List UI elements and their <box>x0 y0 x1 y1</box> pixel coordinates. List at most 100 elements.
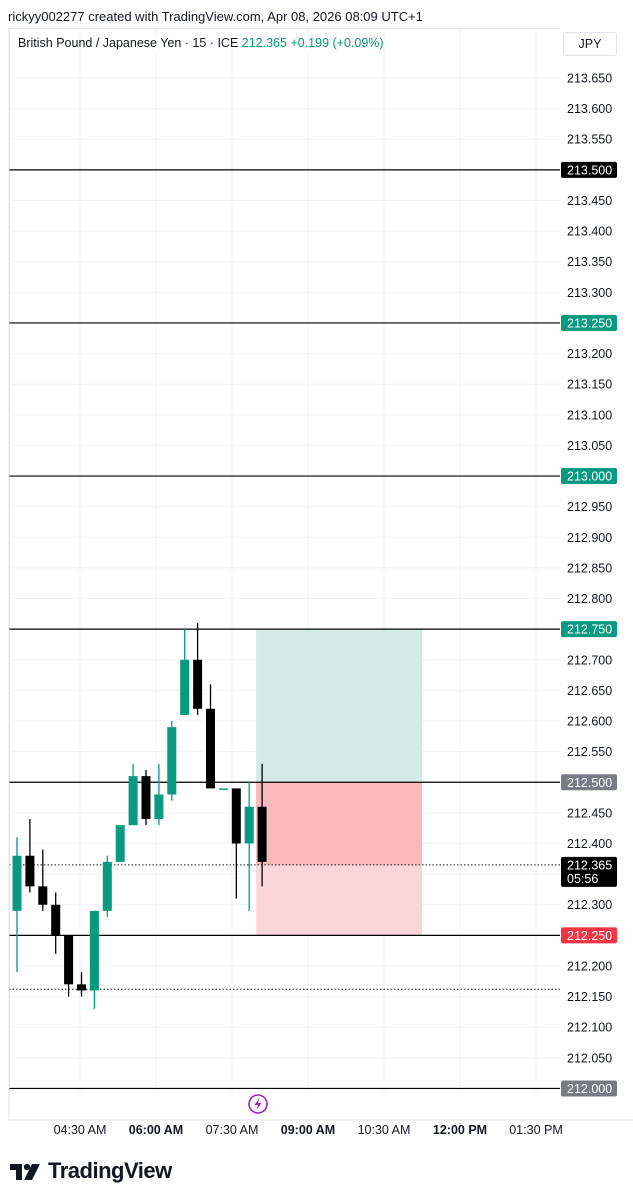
lightning-icon-bolt <box>254 1098 262 1110</box>
candle-body <box>231 788 241 844</box>
candle <box>141 770 151 826</box>
price-level-text: 213.000 <box>567 470 612 484</box>
price-tick-label: 212.700 <box>567 653 612 667</box>
price-tick-label: 212.900 <box>567 531 612 545</box>
tradingview-logo-icon <box>10 1163 40 1180</box>
candle-body <box>244 806 254 844</box>
price-level-label: 212.750 <box>561 621 617 638</box>
candle-body <box>193 659 203 709</box>
price-tick-label: 213.400 <box>567 225 612 239</box>
time-axis-area <box>9 1093 560 1120</box>
position-loss-zone-active <box>256 782 423 865</box>
time-tick-label: 04:30 AM <box>54 1123 107 1137</box>
candle-body <box>206 708 215 789</box>
price-level-badge <box>561 1080 617 1097</box>
price-level-label: 212.250 <box>561 927 617 944</box>
price-tick-label: 213.600 <box>567 102 612 116</box>
candle-body <box>128 776 138 826</box>
price-level-badge <box>561 314 617 331</box>
price-level-text: 213.250 <box>567 316 612 330</box>
price-tick-label: 213.150 <box>567 378 612 392</box>
candle-body <box>12 855 22 911</box>
candle-body <box>154 794 164 820</box>
candle <box>25 819 35 893</box>
lightning-icon[interactable] <box>248 1094 268 1114</box>
candles <box>12 623 267 1009</box>
price-tick-label: 212.400 <box>567 837 612 851</box>
price-tick-label: 212.650 <box>567 684 612 698</box>
candle-body <box>141 776 151 820</box>
price-level-text: 213.500 <box>567 163 612 177</box>
last-price: 212.365 <box>241 36 287 50</box>
price-tick-label: 212.950 <box>567 500 612 514</box>
price-level-label: 213.250 <box>561 314 617 331</box>
candle-body <box>89 910 99 991</box>
price-change: +0.199 (+0.09%) <box>290 36 384 50</box>
position-profit-zone <box>256 629 423 783</box>
price-level-text: 212.250 <box>567 929 612 943</box>
bar-countdown-text: 05:56 <box>567 872 598 886</box>
price-tick-label: 213.550 <box>567 133 612 147</box>
candle <box>154 763 164 826</box>
time-tick-label: 09:00 AM <box>281 1123 335 1137</box>
price-tick-label: 213.650 <box>567 72 612 86</box>
price-tick-label: 212.850 <box>567 561 612 575</box>
candle-body <box>38 886 48 905</box>
price-tick-label: 213.200 <box>567 347 612 361</box>
price-level-label: 212.500 <box>561 774 617 791</box>
price-level-text: 212.750 <box>567 623 612 637</box>
price-tick-label: 212.450 <box>567 806 612 820</box>
candle <box>257 763 267 887</box>
price-tick-label: 212.200 <box>567 959 612 973</box>
time-tick-label: 07:30 AM <box>206 1123 259 1137</box>
candle <box>77 972 86 997</box>
candle <box>102 855 112 917</box>
price-level-badge <box>561 621 617 638</box>
price-axis-labels: 213.650 213.600 213.550 213.450 213.400 213.3… <box>567 72 612 1066</box>
price-level-badge <box>561 468 617 485</box>
candle <box>180 629 190 715</box>
time-axis-labels: 04:30 AM 06:00 AM 07:30 AM 09:00 AM 10:30 AM… <box>54 1123 563 1137</box>
price-level-text: 212.500 <box>567 776 612 790</box>
current-price-badge <box>561 856 617 887</box>
time-tick-label: 06:00 AM <box>129 1123 183 1137</box>
currency-button[interactable]: JPY <box>563 32 617 56</box>
price-tick-label: 212.300 <box>567 898 612 912</box>
position-loss-zone <box>256 864 423 936</box>
candle-body <box>51 904 61 936</box>
price-tick-label: 213.100 <box>567 408 612 422</box>
candle <box>231 788 241 899</box>
chart-credit: rickyy002277 created with TradingView.co… <box>8 9 423 24</box>
candle <box>12 837 22 973</box>
candle <box>218 788 228 790</box>
symbol-name: British Pound / Japanese Yen · 15 · ICE <box>18 36 239 50</box>
time-tick-label: 10:30 AM <box>358 1123 411 1137</box>
price-tick-label: 213.450 <box>567 194 612 208</box>
price-tick-label: 213.050 <box>567 439 612 453</box>
time-tick-label: 01:30 PM <box>509 1123 563 1137</box>
tradingview-logo: TradingView <box>10 1158 172 1184</box>
candle-body <box>77 984 86 991</box>
price-tick-label: 213.350 <box>567 255 612 269</box>
tradingview-logo-text: TradingView <box>48 1158 172 1183</box>
candle-body <box>257 806 267 862</box>
candle <box>193 623 203 715</box>
price-tick-label: 212.100 <box>567 1021 612 1035</box>
candle-body <box>64 935 74 985</box>
candle-body <box>115 825 125 862</box>
price-tick-label: 213.300 <box>567 286 612 300</box>
price-tick-label: 212.050 <box>567 1051 612 1065</box>
price-level-label: 213.500 <box>561 161 617 178</box>
current-price-text: 212.365 <box>567 858 612 872</box>
price-tick-label: 212.600 <box>567 715 612 729</box>
candle <box>38 849 48 911</box>
symbol-legend: British Pound / Japanese Yen · 15 · ICE … <box>18 36 384 50</box>
candle <box>167 721 177 801</box>
price-tick-label: 212.550 <box>567 745 612 759</box>
price-level-badge <box>561 161 617 178</box>
price-tick-label: 212.800 <box>567 592 612 606</box>
candle-body <box>218 788 228 790</box>
candle-body <box>102 861 112 911</box>
